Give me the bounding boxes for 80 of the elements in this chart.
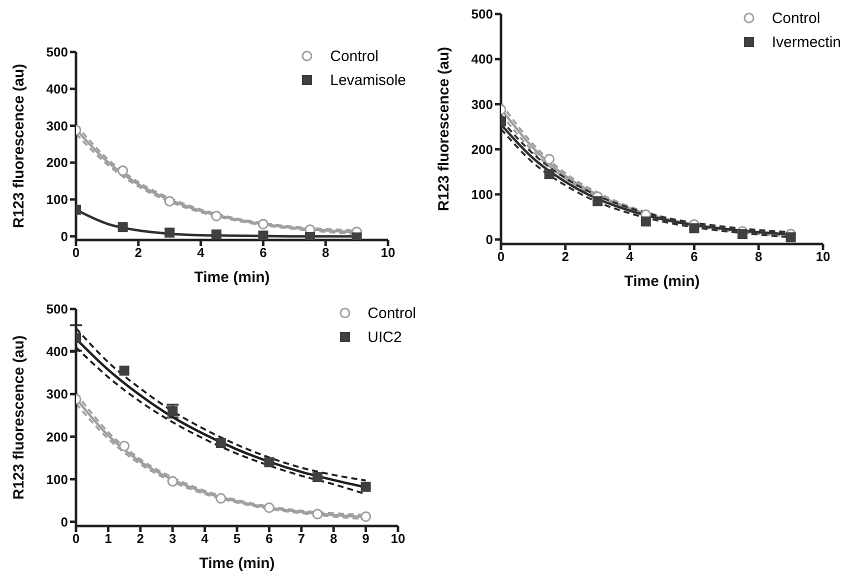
point (264, 457, 274, 468)
y-tick-label: 500 (471, 6, 493, 22)
x-tick-label: 0 (72, 245, 80, 260)
point (118, 222, 128, 232)
x-tick-label: 6 (260, 245, 267, 260)
y-tick-label: 300 (471, 96, 493, 112)
y-tick-label: 300 (46, 118, 68, 134)
x-tick-label: 9 (362, 531, 370, 546)
point (258, 218, 268, 230)
point (786, 232, 796, 242)
legend-label: Control (330, 48, 378, 64)
point (312, 472, 322, 482)
point (258, 230, 268, 240)
point (592, 196, 603, 206)
x-tick-label: 1 (104, 531, 112, 546)
point (211, 229, 222, 240)
x-axis-title: Time (min) (194, 269, 270, 286)
legend-label: Levamisole (330, 72, 406, 88)
x-tick-label: 8 (322, 245, 330, 260)
y-tick-label: 100 (471, 187, 493, 202)
x-tick-label: 8 (754, 249, 762, 264)
point (738, 229, 748, 240)
x-tick-label: 4 (626, 249, 634, 264)
point (544, 154, 555, 165)
y-tick-label: 0 (60, 514, 68, 530)
y-tick-label: 100 (46, 472, 68, 487)
y-tick-label: 200 (46, 155, 68, 170)
point (164, 196, 175, 207)
y-tick-label: 500 (46, 302, 68, 317)
y-tick-label: 200 (46, 429, 68, 444)
point (211, 210, 222, 222)
y-tick-label: 200 (471, 142, 493, 157)
y-tick-label: 400 (46, 81, 68, 96)
y-tick-label: 300 (46, 386, 68, 402)
point (167, 476, 178, 487)
point (168, 406, 178, 416)
point (119, 366, 130, 376)
point (360, 482, 371, 492)
y-axis-title: R123 fluorescence (au) (10, 335, 28, 500)
point (118, 165, 128, 176)
x-tick-label: 4 (201, 531, 210, 546)
x-tick-label: 0 (497, 249, 505, 264)
x-tick-label: 2 (136, 531, 144, 546)
x-tick-label: 2 (562, 249, 570, 264)
x-tick-label: 10 (816, 249, 830, 264)
y-tick-label: 400 (471, 52, 493, 67)
point (360, 511, 372, 522)
point (544, 169, 554, 180)
point (164, 228, 175, 238)
point (312, 508, 323, 520)
x-tick-label: 10 (380, 245, 396, 260)
x-tick-label: 10 (390, 531, 406, 546)
x-tick-label: 6 (266, 531, 273, 546)
legend-label: Control (368, 304, 416, 322)
point (119, 440, 130, 452)
point (216, 493, 226, 504)
x-tick-label: 0 (72, 531, 80, 546)
point (216, 438, 226, 448)
x-axis-title: Time (min) (624, 273, 700, 290)
y-axis-title: R123 fluorescence (au) (435, 46, 452, 212)
legend-label: Ivermectin (772, 34, 841, 50)
y-axis-title: R123 fluorescence (au) (10, 64, 28, 228)
y-tick-label: 500 (46, 44, 68, 60)
y-tick-label: 0 (60, 228, 68, 244)
x-tick-label: 4 (197, 245, 206, 260)
x-tick-label: 7 (298, 531, 306, 546)
x-tick-label: 5 (233, 531, 241, 546)
point (264, 502, 274, 514)
y-tick-label: 100 (46, 192, 68, 208)
x-tick-label: 6 (690, 249, 698, 264)
legend-label: Control (772, 10, 820, 26)
x-tick-label: 2 (134, 245, 142, 260)
y-tick-label: 0 (486, 232, 493, 248)
point (640, 216, 651, 226)
legend-label: UIC2 (368, 328, 402, 346)
point (689, 223, 700, 234)
y-tick-label: 400 (46, 344, 68, 360)
x-axis-title: Time (min) (199, 555, 275, 572)
x-tick-label: 3 (168, 531, 176, 546)
x-tick-label: 8 (330, 531, 338, 546)
